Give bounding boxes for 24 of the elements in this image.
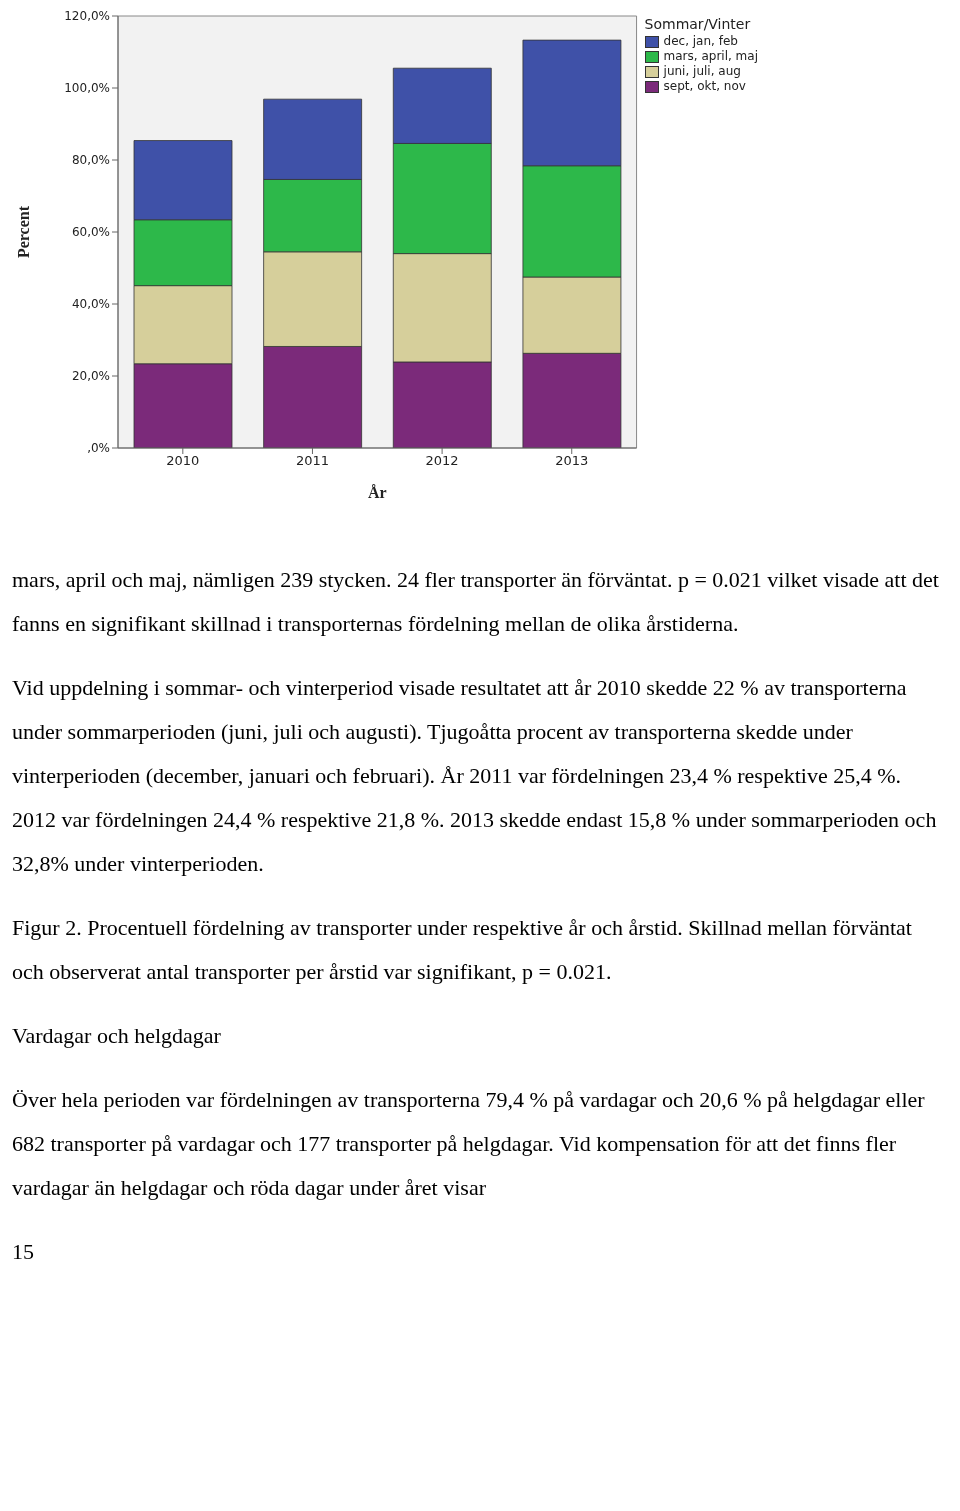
y-tick-label: 60,0%: [71, 225, 110, 240]
x-tick-label: 2011: [295, 453, 330, 469]
legend-label: mars, april, maj: [662, 49, 758, 64]
y-tick-label: 80,0%: [71, 153, 110, 168]
x-tick-label: 2010: [166, 453, 200, 469]
text: Figur 2. Procentuell fördelning av transporter under respektive år och årstid. Skillnad mellan förväntat och observerat antal transporter per årstid var signifikant, p = 0.021.: [12, 914, 913, 986]
text: Över hela perioden var fördelningen av transporterna 79,4 % på vardagar och 20,6 % på helgdagar eller 682 transporter på vardagar och 177 transporter på helgdagar. Vid kompensation för att det finns fler vardagar än helgdagar och röda dagar under året visar: [12, 1086, 926, 1202]
text: Vid uppdelning i sommar- och vinterperiod visade resultatet att år 2010 skedde 22 % av transporterna under sommarperioden (juni, juli och augusti). Tjugoåtta procent av transporterna skedde under vinterperioden (december, januari och februari). År 2011 var fördelningen 23,4 % respektive 25,4 %. 2012 var fördelningen 24,4 % respektive 21,8 %. 2013 skedde endast 15,8 % under sommarperioden och 32,8% under vinterperioden.: [12, 674, 938, 878]
legend-label: dec, jan, feb: [662, 34, 739, 49]
legend-label: sept, okt, nov: [662, 79, 747, 94]
y-axis-title: Percent: [14, 205, 32, 259]
y-tick-label: 40,0%: [71, 297, 110, 312]
legend-title: Sommar/Vinter: [644, 16, 752, 32]
x-axis-title: År: [367, 484, 387, 501]
y-tick-label: 20,0%: [71, 369, 110, 384]
x-tick-label: 2013: [555, 453, 589, 469]
text: Vardagar och helgdagar: [12, 1022, 222, 1050]
text: mars, april och maj, nämligen 239 stycken. 24 fler transporter än förväntat. p = 0.021 vilket visade att det fanns en signifikant skillnad i transporternas fördelning mellan de olika årstiderna.: [12, 566, 940, 638]
legend-label: juni, juli, aug: [662, 64, 742, 79]
y-tick-label: 100,0%: [64, 81, 110, 96]
y-tick-label: ,0%: [87, 441, 110, 456]
y-tick-label: 120,0%: [64, 9, 110, 24]
text: 15: [12, 1238, 35, 1266]
x-tick-label: 2012: [425, 453, 459, 469]
